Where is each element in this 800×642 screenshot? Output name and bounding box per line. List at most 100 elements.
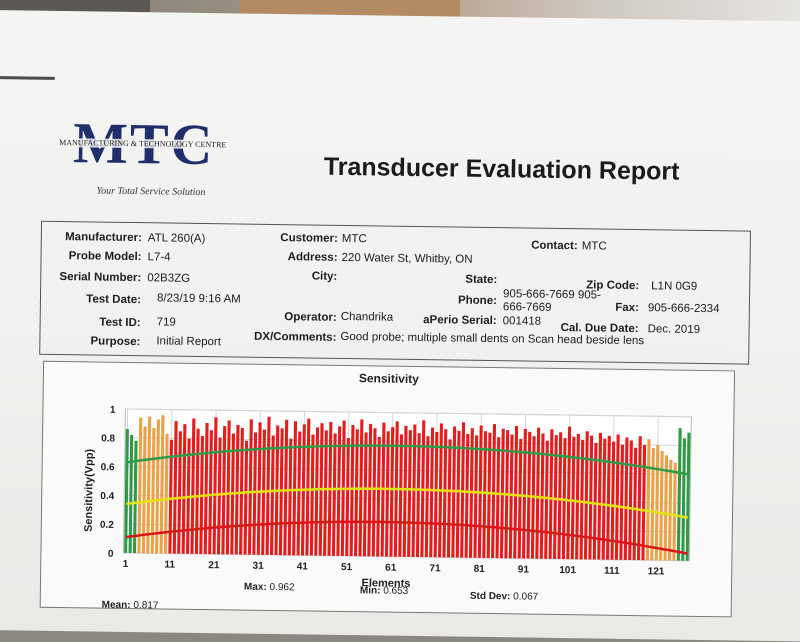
bar: [349, 425, 355, 557]
threshold-line-yellow: [126, 487, 688, 519]
bar: [446, 439, 452, 558]
bar: [614, 434, 620, 560]
report-title: Transducer Evaluation Report: [323, 152, 680, 186]
x-tick-label: 71: [429, 563, 441, 574]
x-tick-label: 61: [385, 563, 397, 574]
bar: [513, 425, 519, 559]
bar: [433, 431, 439, 558]
bar: [216, 437, 222, 555]
bar: [367, 423, 373, 557]
threshold-line-red: [125, 520, 688, 555]
min-value: 0.653: [383, 585, 409, 597]
bar: [402, 425, 408, 557]
bar: [575, 433, 580, 560]
bar: [146, 416, 152, 554]
bar: [159, 415, 165, 554]
logo-tagline: Your Total Service Solution: [96, 185, 206, 199]
std-label: Std Dev:: [469, 590, 511, 603]
bar: [429, 427, 435, 558]
state-label: State:: [465, 273, 498, 287]
bar: [619, 444, 625, 560]
bar: [376, 436, 381, 557]
threshold-line-green: [126, 444, 689, 476]
bar: [163, 433, 169, 554]
bar: [247, 419, 253, 555]
bar: [650, 447, 655, 561]
bar: [473, 435, 479, 558]
bar: [389, 427, 395, 557]
sensitivity-chart-plot: 00.20.40.60.811 11 21 31 41 51 61 71 81 91 101 111 1…: [83, 405, 692, 590]
bar: [583, 431, 589, 560]
sensitivity-chart: Sensitivity 0 0.2 0.4 0.6 0.8 1 1 11 21 31 41 51 61 7…: [39, 360, 736, 618]
x-tick-label: 41: [297, 561, 309, 572]
phone-label: Phone:: [457, 294, 498, 308]
bar: [663, 455, 669, 561]
bar: [548, 429, 554, 559]
bar: [570, 436, 576, 560]
bar: [194, 428, 200, 554]
bar: [141, 426, 147, 554]
bar: [491, 424, 497, 559]
bar: [645, 439, 651, 561]
std-value: 0.067: [513, 591, 539, 603]
bar: [203, 423, 209, 555]
bar: [132, 440, 138, 554]
max-label: Max:: [243, 581, 267, 593]
y-tick-label: 0.8: [101, 433, 115, 444]
test-date-label: Test Date:: [86, 293, 142, 307]
bar: [557, 432, 563, 560]
info-box: Manufacturer: ATL 260(A) Probe Model: L7…: [39, 220, 751, 365]
bar: [424, 436, 430, 558]
bar: [345, 437, 350, 557]
x-tick-label: 21: [208, 560, 220, 571]
cal-due-value: Dec. 2019: [647, 323, 701, 336]
operator-value: Chandrika: [340, 310, 394, 324]
bar: [225, 420, 231, 555]
bar: [283, 419, 289, 556]
bar: [155, 419, 161, 554]
y-tick-label: 0: [108, 549, 114, 560]
bar: [632, 447, 638, 561]
bar: [539, 433, 545, 559]
mean-value: 0.817: [133, 600, 159, 612]
bar: [190, 418, 196, 554]
bar: [681, 438, 687, 561]
test-id-value: 719: [156, 316, 176, 329]
bar: [641, 444, 647, 561]
x-tick-label: 121: [648, 566, 665, 577]
zip-value: L1N 0G9: [651, 280, 698, 293]
bar: [371, 428, 377, 557]
city-label: City:: [311, 270, 338, 283]
bar: [535, 427, 541, 559]
bar: [331, 433, 337, 556]
probe-model-value: L7-4: [147, 251, 171, 264]
bar: [354, 429, 359, 557]
x-tick-label: 81: [474, 564, 486, 575]
purpose-value: Initial Report: [156, 335, 222, 349]
bar: [256, 422, 262, 555]
x-tick-label: 11: [164, 559, 175, 570]
bar: [685, 432, 691, 561]
fax-value: 905-666-2334: [647, 302, 720, 316]
purpose-label: Purpose:: [90, 335, 141, 349]
max-value: 0.962: [269, 581, 295, 594]
bar: [384, 431, 390, 557]
bar: [566, 426, 572, 560]
y-tick-label: 0.6: [101, 462, 115, 473]
bar: [239, 427, 244, 555]
bar: [601, 438, 607, 560]
bar: [137, 417, 143, 554]
phone-value-line2: 666-7669: [502, 301, 552, 314]
y-tick-label: 0.4: [100, 491, 114, 502]
bar: [362, 432, 368, 557]
bar: [181, 424, 187, 554]
fax-label: Fax:: [615, 301, 639, 315]
serial-number-label: Serial Number:: [59, 270, 142, 285]
bar: [667, 459, 673, 561]
bar: [606, 435, 611, 560]
bar: [177, 431, 182, 554]
bar: [508, 434, 514, 559]
manufacturer-label: Manufacturer:: [65, 231, 142, 245]
probe-model-label: Probe Model:: [68, 250, 142, 264]
aperio-serial-value: 001418: [502, 315, 542, 328]
